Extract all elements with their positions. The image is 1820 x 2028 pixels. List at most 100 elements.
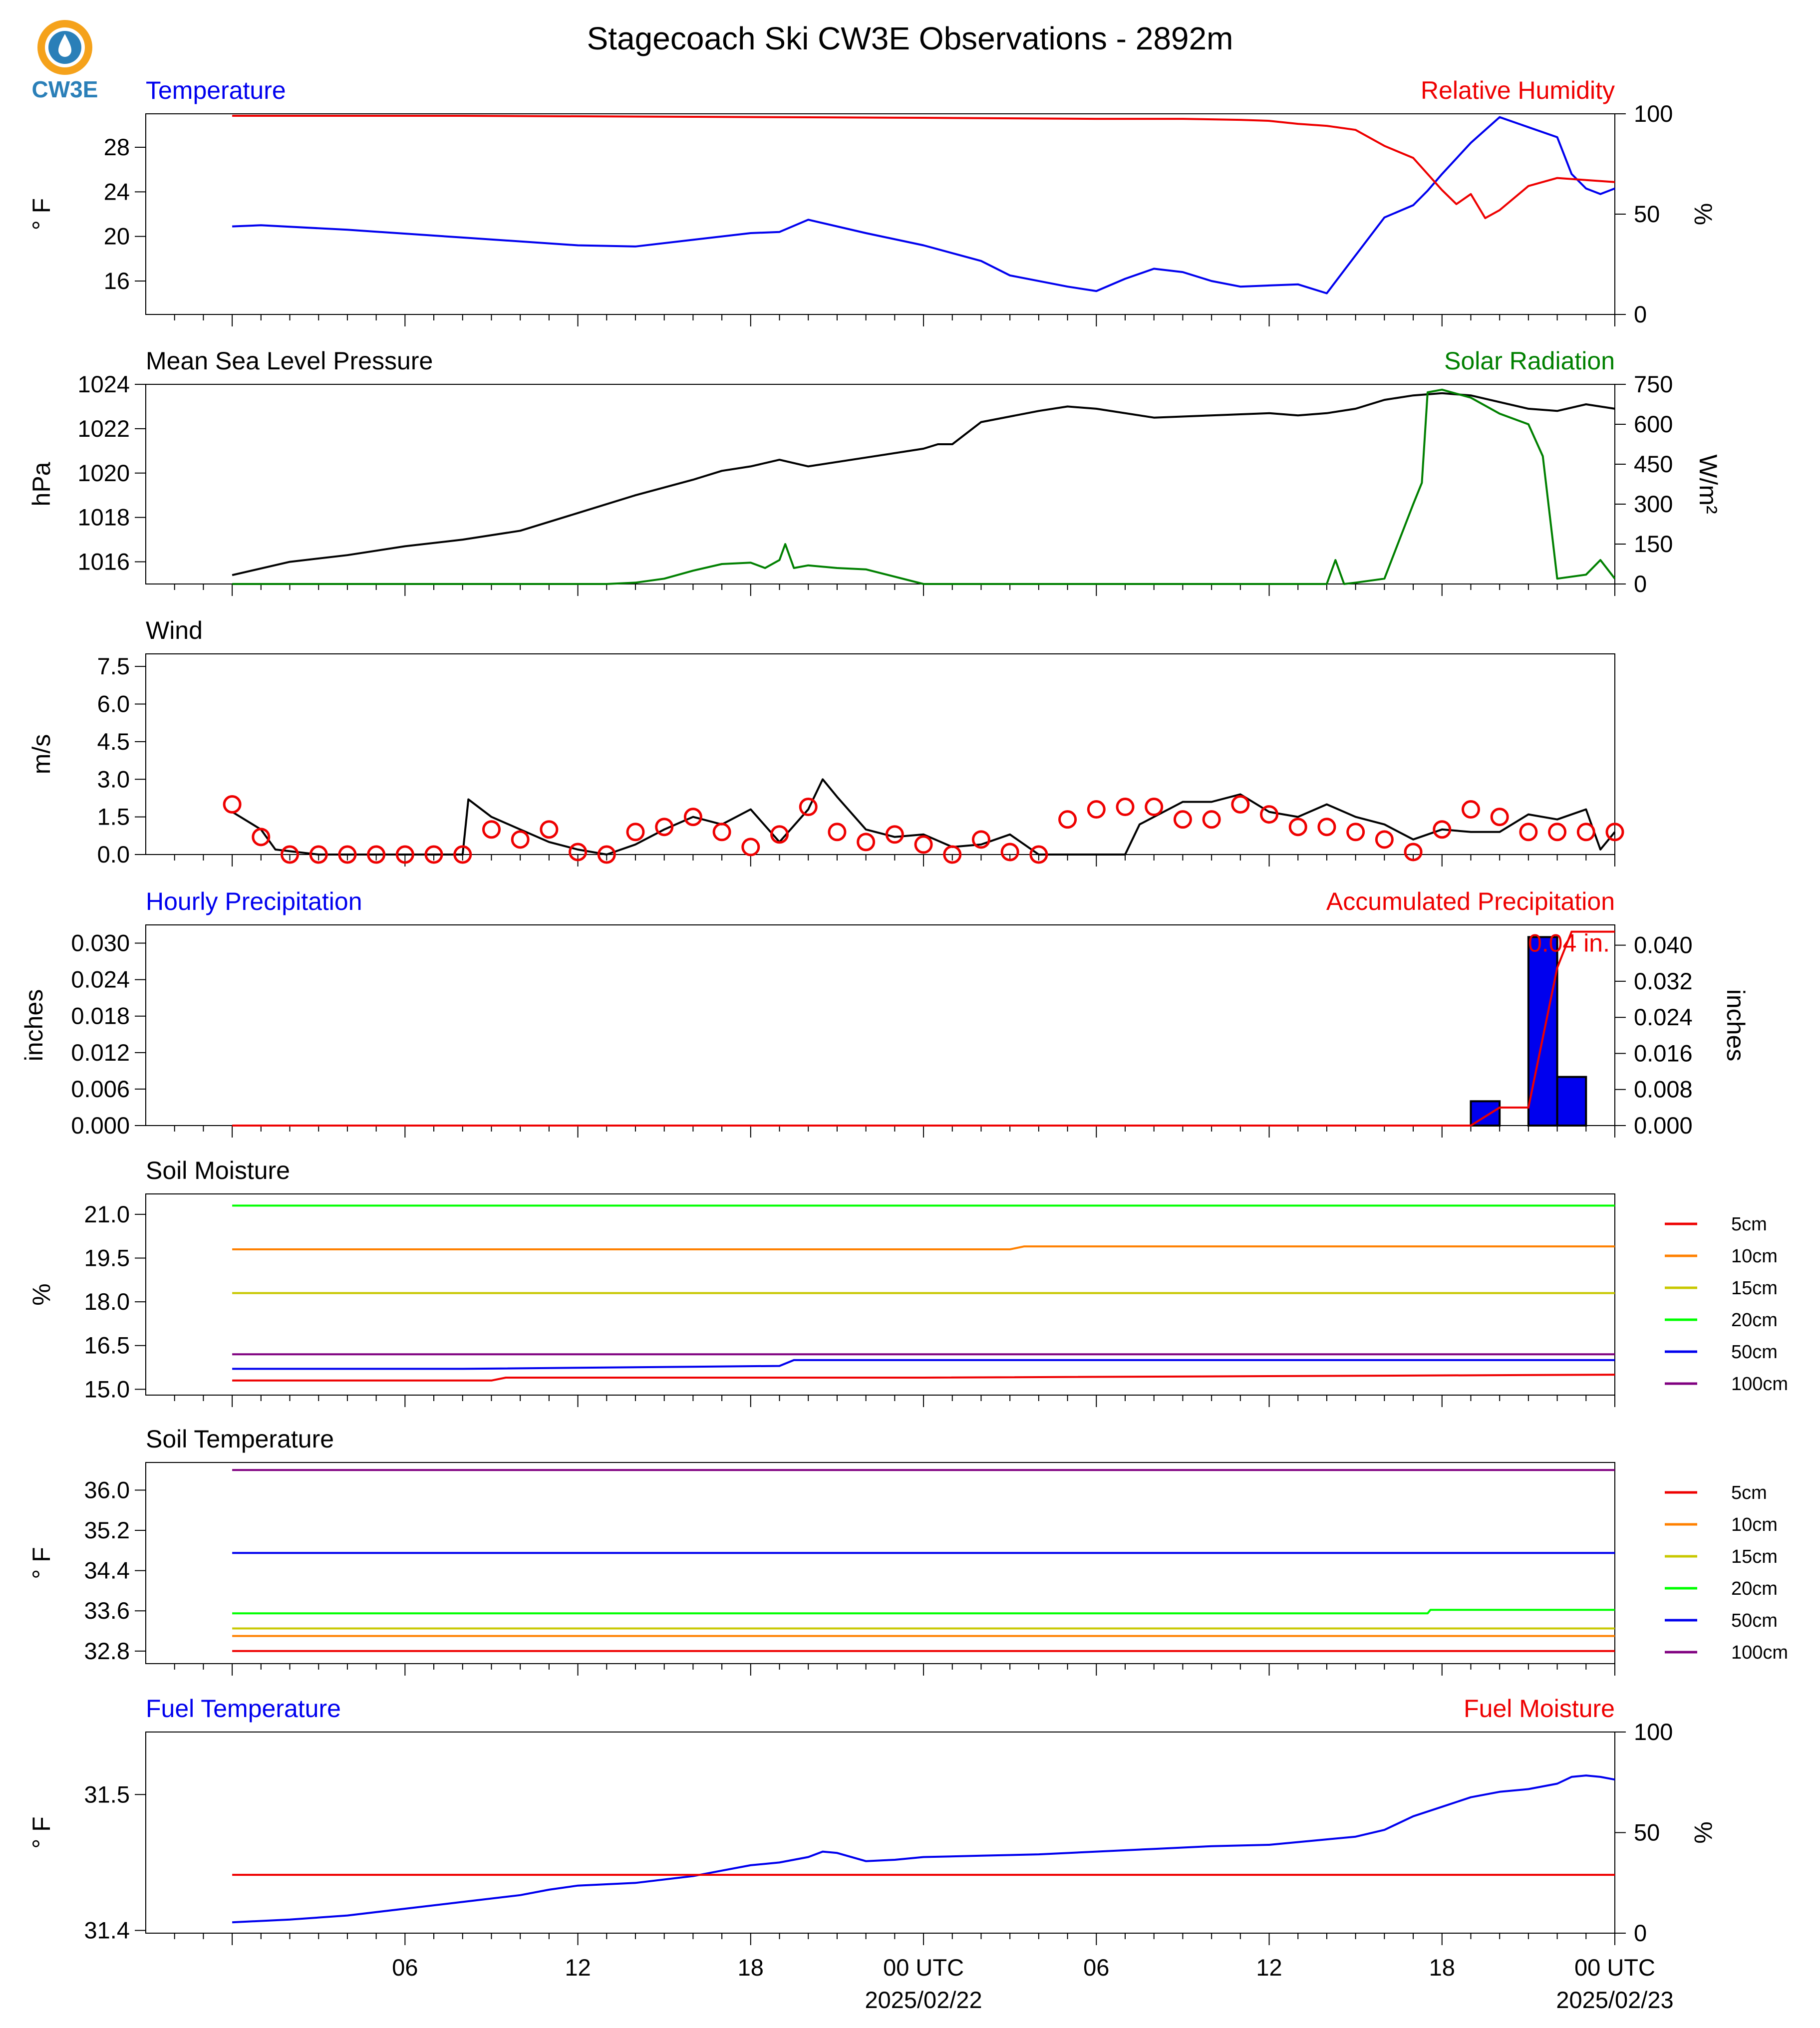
y-tick-label: 16.5	[84, 1332, 130, 1359]
y-tick-label: 1022	[77, 415, 130, 442]
plot-frame	[145, 653, 1615, 855]
wind-gust-marker	[597, 845, 616, 864]
legend-label: 5cm	[1731, 1214, 1767, 1235]
y-tick-label: 0.018	[71, 1003, 130, 1029]
y2-tick-label: 450	[1634, 451, 1673, 477]
series-line-5cm	[232, 1374, 1615, 1382]
wind-gust-marker	[511, 830, 530, 849]
plot-frame	[145, 1462, 1615, 1664]
wind-gust-marker	[1288, 818, 1307, 837]
accumulated-total-label: 0.04 in.	[1528, 929, 1610, 957]
x-date-label: 2025/02/22	[865, 1987, 982, 2013]
wind-gust-marker	[1519, 823, 1538, 842]
y-tick-label: 20	[104, 223, 130, 250]
wind-gust-marker	[223, 795, 242, 814]
wind-gust-marker	[1173, 810, 1192, 829]
y-tick-label: 31.4	[84, 1917, 130, 1944]
page-title: Stagecoach Ski CW3E Observations - 2892m	[587, 20, 1233, 56]
series-line-green	[232, 388, 1616, 585]
accumulated-precip-line	[232, 930, 1615, 1127]
wind-gust-marker	[424, 845, 443, 864]
y-tick-label: 32.8	[84, 1638, 130, 1664]
wind-gust-marker	[1029, 845, 1048, 864]
y-tick-label: 16	[104, 268, 130, 294]
wind-gust-marker	[1202, 810, 1221, 829]
wind-gust-marker	[712, 823, 731, 842]
y-tick-label: 21.0	[84, 1201, 130, 1227]
legend-label: 5cm	[1731, 1482, 1767, 1503]
y2-tick-label: 100	[1634, 100, 1673, 127]
x-tick-label: 12	[1256, 1954, 1282, 1981]
wind-gust-marker	[828, 823, 847, 842]
wind-gust-marker	[1145, 798, 1164, 817]
wind-gust-marker	[1058, 810, 1077, 829]
series-line-black	[232, 392, 1615, 577]
y2-tick-label: 0	[1634, 1920, 1647, 1946]
series-line-50cm	[232, 1359, 1615, 1370]
panel-title-left: Soil Moisture	[146, 1157, 290, 1184]
y2-axis-label: W/m²	[1694, 454, 1722, 514]
legend-label: 100cm	[1731, 1374, 1788, 1395]
wind-gust-marker	[857, 833, 876, 852]
y-tick-label: 0.000	[71, 1112, 130, 1139]
plot-frame	[145, 924, 1615, 1126]
y-tick-label: 1020	[77, 460, 130, 486]
wind-gust-marker	[1116, 798, 1135, 817]
series-line-blue	[232, 1774, 1615, 1924]
y-tick-label: 35.2	[84, 1517, 130, 1543]
y-axis-label: %	[27, 1283, 55, 1305]
precip-bar	[1527, 936, 1558, 1127]
y2-tick-label: 50	[1634, 1819, 1660, 1846]
panel-title-left: Mean Sea Level Pressure	[146, 347, 433, 375]
wind-gust-marker	[569, 843, 588, 862]
series-line-black	[232, 778, 1616, 856]
wind-gust-marker	[741, 838, 760, 857]
x-tick-label: 18	[1429, 1954, 1455, 1981]
y-tick-label: 1024	[77, 371, 130, 397]
wind-gust-marker	[540, 820, 559, 839]
wind-gust-marker	[367, 845, 386, 864]
wind-gust-marker	[1576, 823, 1595, 842]
wind-gust-marker	[655, 818, 674, 837]
y2-tick-label: 0.040	[1634, 932, 1693, 958]
x-tick-label: 12	[565, 1954, 591, 1981]
wind-gust-marker	[1461, 800, 1480, 819]
y-tick-label: 18.0	[84, 1288, 130, 1315]
wind-gust-marker	[1346, 823, 1365, 842]
wind-gust-marker	[482, 820, 501, 839]
panel-wind: Wind 0.0 1.5 3.0 4.5 6.0 7.5 m/s	[27, 616, 1624, 868]
wind-gust-marker	[626, 823, 645, 842]
y-tick-label: 3.0	[97, 766, 130, 792]
x-tick-label: 00 UTC	[1574, 1954, 1655, 1981]
y-tick-label: 33.6	[84, 1597, 130, 1624]
y-axis-label: ° F	[27, 1816, 55, 1848]
y2-tick-label: 0	[1634, 301, 1647, 327]
x-date-label: 2025/02/23	[1556, 1987, 1673, 2013]
legend-label: 50cm	[1731, 1610, 1778, 1631]
wind-gust-marker	[1087, 800, 1106, 819]
y-tick-label: 0.030	[71, 930, 130, 956]
y-tick-label: 24	[104, 178, 130, 205]
wind-gust-marker	[1000, 843, 1019, 862]
wind-gust-marker	[943, 845, 962, 864]
y2-tick-label: 0.000	[1634, 1112, 1693, 1139]
plot-frame	[145, 384, 1615, 584]
y-tick-label: 28	[104, 134, 130, 160]
series-line-10cm	[232, 1245, 1615, 1250]
wind-gust-marker	[799, 798, 818, 817]
wind-gust-marker	[1317, 818, 1336, 837]
series-line-red	[232, 115, 1615, 219]
wind-gust-marker	[971, 830, 990, 849]
y-tick-label: 0.0	[97, 841, 130, 868]
legend-label: 20cm	[1731, 1310, 1778, 1331]
y2-tick-label: 0.016	[1634, 1040, 1693, 1066]
y-tick-label: 15.0	[84, 1376, 130, 1402]
wind-gust-marker	[1605, 823, 1624, 842]
wind-gust-marker	[683, 808, 702, 827]
panel-title-right: Accumulated Precipitation	[1326, 887, 1615, 915]
y-tick-label: 1018	[77, 504, 130, 531]
legend-label: 50cm	[1731, 1342, 1778, 1363]
wind-gust-marker	[338, 845, 357, 864]
y-tick-label: 31.5	[84, 1781, 130, 1807]
